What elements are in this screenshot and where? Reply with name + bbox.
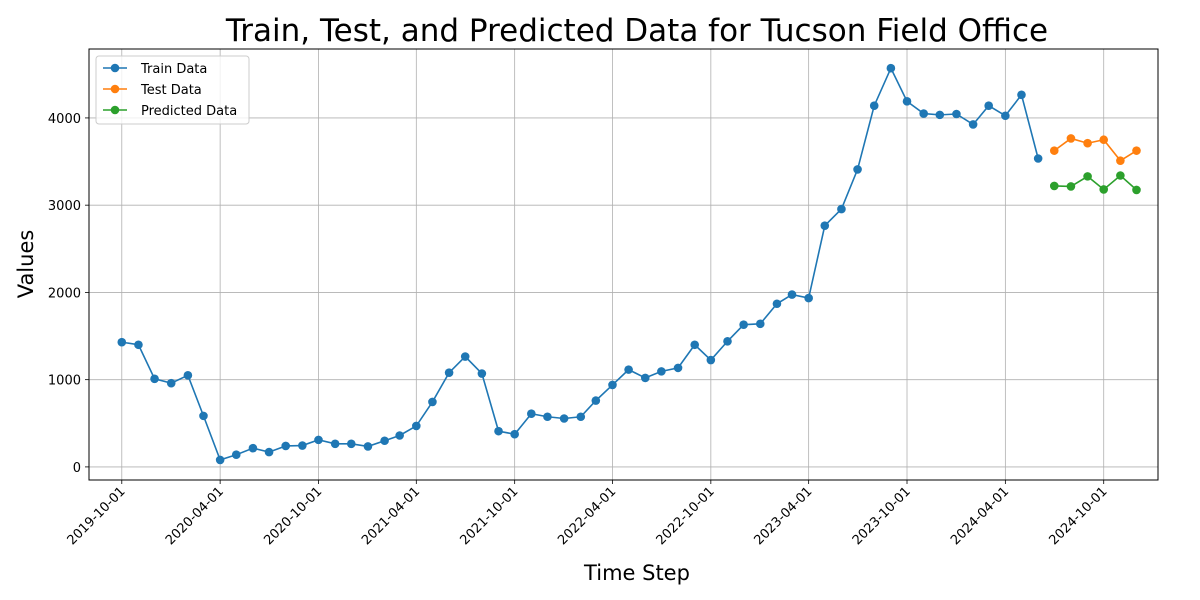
data-point xyxy=(1083,172,1092,181)
data-point xyxy=(787,290,797,299)
data-point xyxy=(1066,134,1076,143)
data-point xyxy=(1116,156,1125,165)
data-point xyxy=(215,455,225,465)
data-point xyxy=(1132,185,1141,195)
data-point xyxy=(117,337,127,347)
data-point xyxy=(314,435,323,445)
y-tick-label: 4000 xyxy=(48,112,81,127)
data-point xyxy=(1083,138,1092,148)
legend-label: Train Data xyxy=(140,62,207,77)
data-point xyxy=(820,221,830,230)
y-tick-label: 1000 xyxy=(48,374,81,389)
data-point xyxy=(298,441,307,450)
data-point xyxy=(527,409,536,418)
data-point xyxy=(346,439,356,449)
data-point xyxy=(1066,182,1076,191)
data-point xyxy=(380,436,389,446)
data-point xyxy=(1049,181,1059,191)
data-point xyxy=(183,371,193,380)
data-point xyxy=(853,165,862,174)
y-tick-label: 2000 xyxy=(48,286,81,301)
data-point xyxy=(902,97,912,106)
data-point xyxy=(1099,135,1109,145)
data-point xyxy=(886,63,896,73)
series-0 xyxy=(117,63,1043,465)
data-point xyxy=(1116,171,1125,180)
data-point xyxy=(199,411,208,421)
data-point xyxy=(624,365,633,374)
data-point xyxy=(608,380,617,390)
data-point xyxy=(363,442,373,451)
legend-item: Test Data xyxy=(103,83,202,98)
data-point xyxy=(1099,185,1109,194)
legend-item: Predicted Data xyxy=(103,104,237,119)
series-2 xyxy=(1049,171,1141,195)
data-point xyxy=(264,447,274,457)
data-point xyxy=(281,441,291,451)
y-tick-label: 3000 xyxy=(48,199,81,214)
data-point xyxy=(968,120,978,129)
data-point xyxy=(330,439,340,449)
data-point xyxy=(150,374,159,384)
data-point xyxy=(869,101,879,111)
data-point xyxy=(494,426,503,436)
data-point xyxy=(591,396,601,405)
data-point xyxy=(559,414,569,423)
data-point xyxy=(919,109,928,118)
legend-item: Train Data xyxy=(103,62,207,77)
series-layer xyxy=(117,63,1141,465)
data-point xyxy=(673,363,683,373)
data-point xyxy=(248,443,258,453)
data-point xyxy=(444,368,454,377)
data-point xyxy=(690,340,700,350)
legend-label: Test Data xyxy=(140,83,202,98)
data-point xyxy=(1132,146,1141,155)
data-point xyxy=(395,431,404,440)
legend-marker xyxy=(110,84,120,94)
data-point xyxy=(428,397,437,407)
data-point xyxy=(231,450,241,459)
data-point xyxy=(510,429,519,439)
legend-marker xyxy=(110,63,120,73)
data-point xyxy=(412,421,421,431)
data-point xyxy=(723,336,732,346)
data-point xyxy=(804,293,813,303)
data-point xyxy=(739,320,748,330)
gridlines xyxy=(89,49,1158,480)
y-axis-label: Values xyxy=(14,230,38,299)
legend-label: Predicted Data xyxy=(141,104,237,119)
data-point xyxy=(952,109,961,119)
data-point xyxy=(772,299,782,309)
legend-marker xyxy=(110,105,120,115)
data-point xyxy=(460,352,470,361)
data-point xyxy=(837,204,846,214)
data-point xyxy=(1001,111,1010,121)
data-point xyxy=(640,373,650,383)
legend-box xyxy=(95,55,250,125)
data-point xyxy=(706,355,716,365)
data-point xyxy=(576,412,586,422)
data-point xyxy=(755,319,765,329)
data-point xyxy=(657,367,666,376)
data-point xyxy=(477,369,487,378)
data-point xyxy=(1049,146,1059,155)
legend: Train Data Test Data Predicted Data xyxy=(95,55,250,125)
data-point xyxy=(543,412,552,422)
data-point xyxy=(166,378,176,388)
plot-frame xyxy=(88,48,1159,481)
data-point xyxy=(1033,154,1043,163)
x-axis-label: Time Step xyxy=(583,561,690,585)
data-point xyxy=(1017,90,1026,100)
data-point xyxy=(984,101,994,111)
data-point xyxy=(134,340,143,350)
y-tick-label: 0 xyxy=(73,461,81,476)
data-point xyxy=(935,110,945,120)
chart-title: Train, Test, and Predicted Data for Tucs… xyxy=(225,13,1048,49)
series-1 xyxy=(1049,134,1141,165)
